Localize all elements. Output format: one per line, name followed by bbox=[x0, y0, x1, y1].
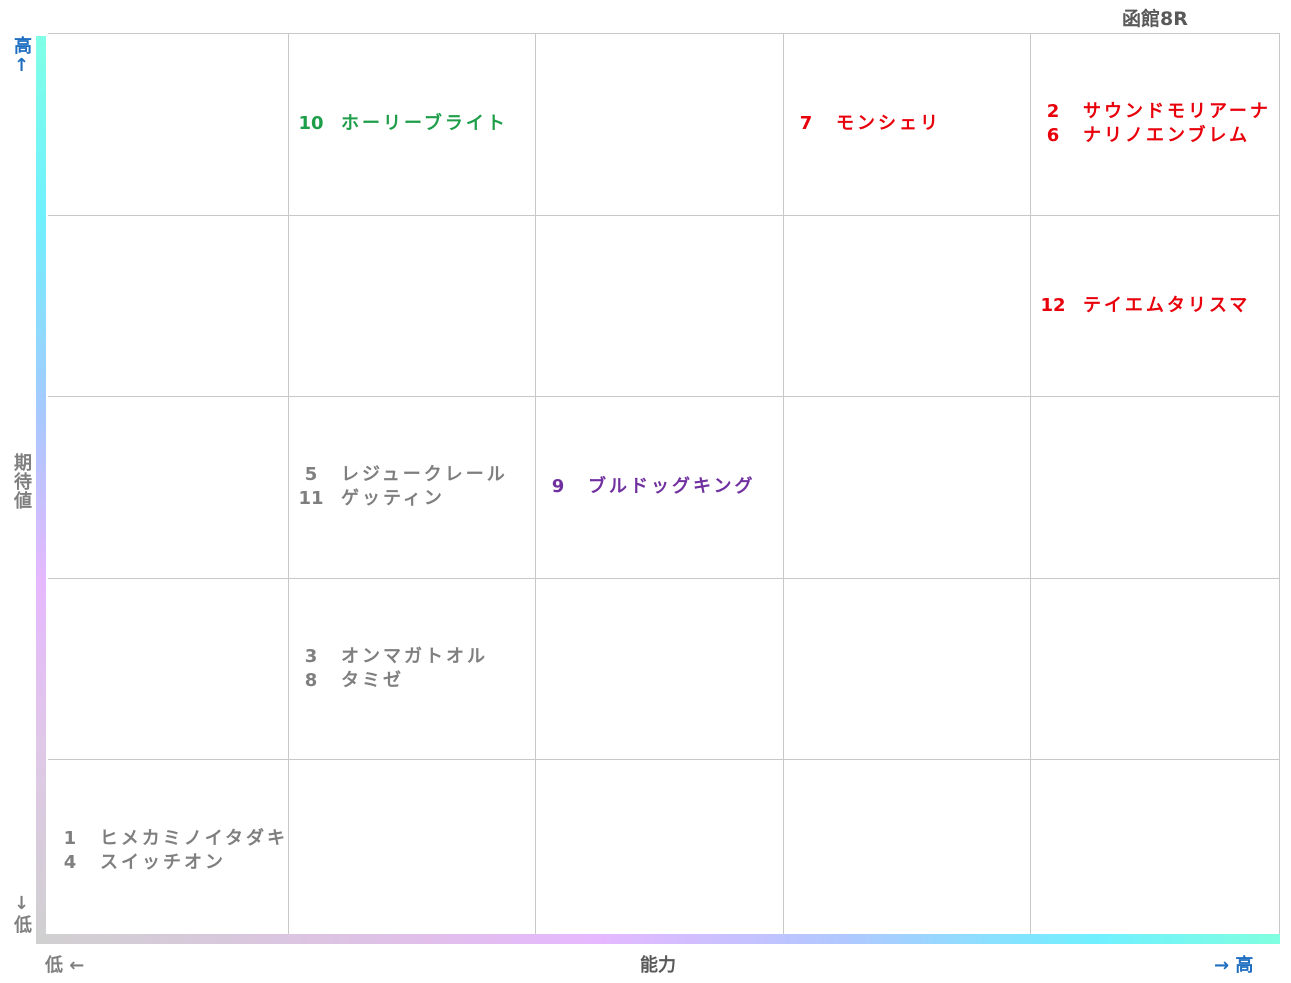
grid-cell bbox=[1031, 397, 1280, 579]
y-axis-label: 期待値 bbox=[11, 453, 32, 510]
horse-name: テイエムタリスマ bbox=[1083, 294, 1251, 316]
grid-cell bbox=[48, 578, 289, 761]
y-axis-low: ↓低 bbox=[11, 893, 32, 934]
horse-entry: 3 オンマガトオル bbox=[289, 645, 535, 669]
grid-cell bbox=[1031, 760, 1280, 942]
horse-number: 2 bbox=[1046, 101, 1060, 123]
grid-cell: 2 サウンドモリアーナ 6 ナリノエンブレム bbox=[1031, 34, 1280, 216]
horse-entry: 6 ナリノエンブレム bbox=[1031, 124, 1279, 148]
horse-entry: 11 ゲッティン bbox=[289, 487, 535, 511]
title: 函館8R bbox=[1122, 8, 1188, 30]
grid-cell: 12 テイエムタリスマ bbox=[1031, 215, 1280, 398]
horse-entry: 9 ブルドッグキング bbox=[536, 475, 783, 499]
horse-number: 7 bbox=[799, 113, 813, 135]
x-axis-label: 能力 bbox=[640, 955, 676, 976]
horse-name: ナリノエンブレム bbox=[1083, 125, 1251, 147]
grid-cell: 7 モンシェリ bbox=[784, 34, 1031, 216]
grid: 10 ホーリーブライト 7 モンシェリ 2 サウンドモリアーナ 6 ナリノエンブレム 12 テイエ… bbox=[48, 33, 1280, 942]
horse-number: 4 bbox=[63, 851, 77, 873]
horse-number: 8 bbox=[304, 670, 318, 692]
horse-entry: 4 スイッチオン bbox=[48, 851, 288, 875]
grid-cell bbox=[536, 578, 784, 761]
grid-cell bbox=[536, 34, 784, 216]
horse-number: 10 bbox=[298, 113, 324, 135]
y-axis-high: 高↑ bbox=[11, 36, 32, 77]
horse-name: タミゼ bbox=[341, 670, 404, 692]
horse-name: モンシェリ bbox=[836, 113, 941, 135]
grid-cell bbox=[48, 215, 289, 398]
grid-cell bbox=[784, 397, 1031, 579]
horse-entry: 7 モンシェリ bbox=[784, 112, 1030, 136]
horse-entry: 10 ホーリーブライト bbox=[289, 112, 535, 136]
horse-number: 1 bbox=[63, 827, 77, 849]
x-axis-high: → 高 bbox=[1214, 955, 1254, 976]
horse-number: 12 bbox=[1040, 294, 1066, 316]
horse-entry: 12 テイエムタリスマ bbox=[1031, 294, 1279, 318]
horse-name: ヒメカミノイタダキ bbox=[99, 827, 288, 849]
grid-cell bbox=[536, 215, 784, 398]
horse-name: ゲッティン bbox=[341, 488, 445, 510]
horse-name: ホーリーブライト bbox=[341, 113, 508, 135]
horse-name: スイッチオン bbox=[100, 851, 226, 873]
horse-number: 5 bbox=[304, 464, 318, 486]
grid-cell bbox=[48, 34, 289, 216]
horse-name: ブルドッグキング bbox=[588, 476, 756, 498]
grid-cell bbox=[784, 760, 1031, 942]
grid-cell bbox=[536, 760, 784, 942]
grid-cell: 9 ブルドッグキング bbox=[536, 397, 784, 579]
horse-entry: 5 レジュークレール bbox=[289, 463, 535, 487]
grid-cell: 1 ヒメカミノイタダキ 4 スイッチオン bbox=[48, 760, 289, 942]
x-axis-bar bbox=[36, 934, 1280, 944]
grid-cell bbox=[48, 397, 289, 579]
grid-cell bbox=[289, 760, 536, 942]
horse-number: 6 bbox=[1046, 125, 1060, 147]
horse-number: 11 bbox=[298, 488, 324, 510]
y-axis-bar bbox=[36, 36, 46, 944]
horse-entry: 1 ヒメカミノイタダキ bbox=[48, 827, 288, 851]
horse-number: 9 bbox=[551, 476, 565, 498]
grid-cell: 3 オンマガトオル 8 タミゼ bbox=[289, 578, 536, 761]
grid-cell: 10 ホーリーブライト bbox=[289, 34, 536, 216]
grid-cell bbox=[784, 215, 1031, 398]
horse-name: レジュークレール bbox=[341, 464, 508, 486]
grid-cell bbox=[1031, 578, 1280, 761]
horse-name: オンマガトオル bbox=[341, 646, 488, 668]
grid-cell: 5 レジュークレール 11 ゲッティン bbox=[289, 397, 536, 579]
horse-entry: 2 サウンドモリアーナ bbox=[1031, 100, 1279, 124]
horse-number: 3 bbox=[304, 646, 318, 668]
horse-entry: 8 タミゼ bbox=[289, 669, 535, 693]
grid-cell bbox=[289, 215, 536, 398]
x-axis-low: 低 ← bbox=[45, 955, 85, 976]
grid-cell bbox=[784, 578, 1031, 761]
horse-name: サウンドモリアーナ bbox=[1083, 101, 1271, 123]
